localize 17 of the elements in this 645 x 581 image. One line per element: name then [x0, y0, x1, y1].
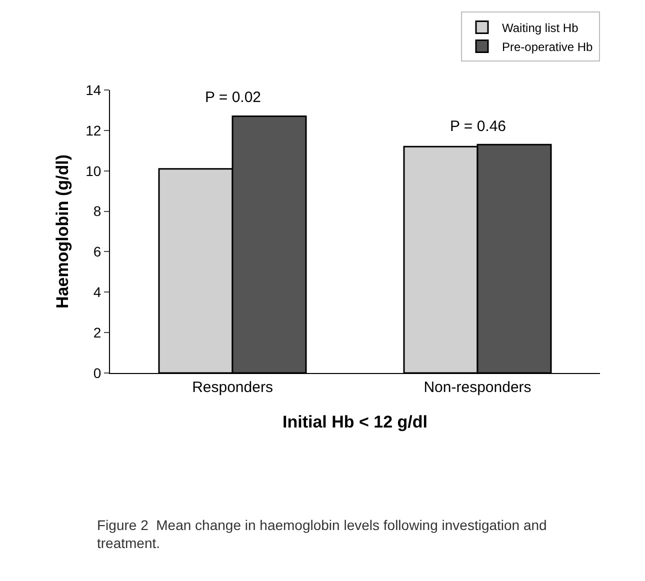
annotation: P = 0.02: [205, 89, 262, 106]
y-tick-label: 14: [86, 82, 102, 98]
x-tick-label: Responders: [192, 379, 273, 396]
y-tick-label: 12: [86, 122, 102, 138]
y-tick-label: 2: [93, 324, 102, 340]
y-tick-label: 0: [93, 364, 102, 381]
y-axis-title: Haemoglobin (g/dl): [53, 154, 72, 308]
y-tick-label: 4: [93, 284, 102, 300]
y-tick-label: 6: [93, 244, 102, 260]
legend-label: Waiting list Hb: [502, 20, 579, 35]
annotation: P = 0.46: [450, 118, 506, 135]
legend-label: Pre-operative Hb: [502, 40, 594, 54]
caption: Figure 2 Mean change in haemoglobin levels following investigation and treatment.: [97, 517, 547, 552]
x-tick-label: Non-responders: [424, 379, 532, 396]
y-tick-label: 10: [86, 162, 102, 179]
x-axis-title: Initial Hb < 12 g/dl: [282, 412, 428, 432]
y-tick-label: 8: [93, 203, 102, 220]
